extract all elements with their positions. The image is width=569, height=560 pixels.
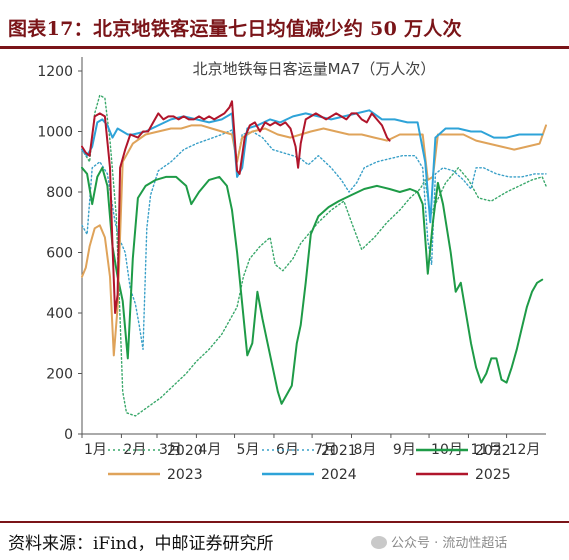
x-tick-label: 5月 (237, 442, 260, 458)
series-line-2025 (81, 100, 391, 314)
legend-label-2020: 2020 (167, 443, 203, 459)
watermark: 公众号 · 流动性超话 (371, 532, 507, 551)
x-tick-labels: 1月 2月 3月 4月 5月 6月 7月 8月 9月 10月 11月 12月 (81, 434, 541, 458)
ridership-line-chart: 北京地铁每日客运量MA7（万人次） 020040060080010001200 … (37, 57, 547, 483)
x-tick-label: 7月 (314, 442, 337, 458)
y-tick-label: 800 (46, 185, 73, 201)
series-line-2022 (81, 166, 544, 405)
y-tick-label: 400 (46, 306, 73, 322)
legend-label-2021: 2021 (321, 443, 357, 459)
source-note: 资料来源：iFind，中邮证券研究所 (8, 534, 274, 554)
series-line-2020 (81, 94, 547, 417)
legend-label-2025: 2025 (475, 467, 511, 483)
y-tick-label: 1200 (37, 64, 73, 80)
y-tick-label: 200 (46, 367, 73, 383)
series-lines (81, 94, 547, 417)
footer-divider (0, 521, 569, 523)
legend-label-2022: 2022 (475, 443, 511, 459)
series-line-2021 (81, 129, 547, 350)
chart-title: 北京地铁每日客运量MA7（万人次） (193, 60, 436, 78)
watermark-text: 公众号 · 流动性超话 (391, 536, 508, 551)
x-tick-label: 9月 (393, 442, 416, 458)
x-tick-label: 12月 (509, 442, 541, 458)
legend-label-2024: 2024 (321, 467, 357, 483)
x-tick-label: 3月 (159, 442, 182, 458)
series-line-2024 (81, 109, 544, 224)
legend-label-2023: 2023 (167, 467, 203, 483)
x-tick-label: 8月 (354, 442, 377, 458)
x-tick-label: 1月 (84, 442, 107, 458)
x-tick-label: 11月 (470, 442, 502, 458)
report-header: 图表17：北京地铁客运量七日均值减少约 50 万人次 (0, 0, 569, 49)
y-tick-labels: 0 200 400 600 800 1000 1200 (37, 64, 82, 443)
x-tick-label: 4月 (198, 442, 221, 458)
header-divider (0, 46, 569, 49)
figure-title: 图表17：北京地铁客运量七日均值减少约 50 万人次 (8, 18, 462, 40)
y-tick-label: 600 (46, 246, 73, 262)
legend: 2020 2021 2022 2023 2024 2025 (108, 443, 511, 483)
y-tick-label: 1000 (37, 125, 73, 141)
y-tick-label: 0 (64, 427, 73, 443)
wechat-icon (371, 536, 387, 549)
series-line-2023 (81, 124, 547, 357)
